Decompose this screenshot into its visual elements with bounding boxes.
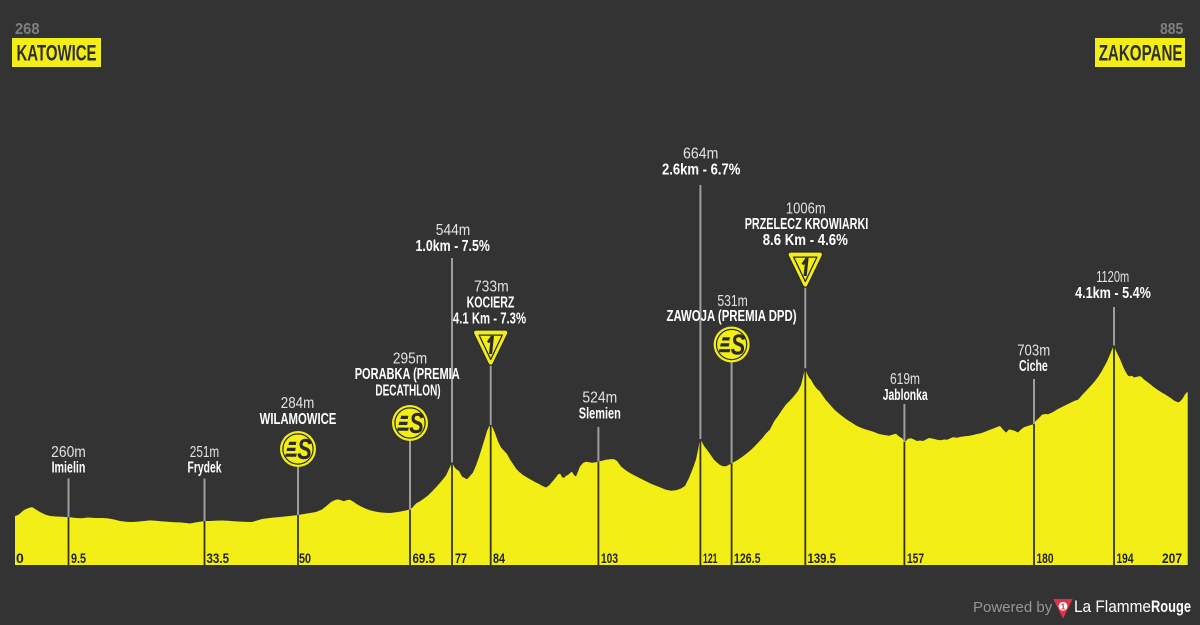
svg-text:2.6km - 6.7%: 2.6km - 6.7% <box>662 162 741 179</box>
svg-text:Slemien: Slemien <box>579 406 621 423</box>
svg-text:885: 885 <box>1160 21 1183 38</box>
svg-text:194: 194 <box>1117 550 1134 566</box>
svg-text:121: 121 <box>703 550 718 566</box>
svg-text:9.5: 9.5 <box>71 550 86 566</box>
svg-text:139.5: 139.5 <box>808 550 837 566</box>
svg-text:260m: 260m <box>51 444 86 461</box>
svg-text:4.1km - 5.4%: 4.1km - 5.4% <box>1075 285 1151 302</box>
svg-text:La Flamme: La Flamme <box>1074 598 1151 616</box>
svg-text:1: 1 <box>1061 601 1066 611</box>
svg-text:531m: 531m <box>717 293 748 310</box>
svg-text:126.5: 126.5 <box>734 550 761 566</box>
svg-text:WILAMOWICE: WILAMOWICE <box>260 411 337 428</box>
svg-text:Jablonka: Jablonka <box>883 387 928 404</box>
svg-text:8.6 Km - 4.6%: 8.6 Km - 4.6% <box>763 232 848 249</box>
svg-text:103: 103 <box>601 550 618 566</box>
svg-text:544m: 544m <box>436 222 470 239</box>
svg-text:284m: 284m <box>281 395 315 412</box>
svg-text:180: 180 <box>1037 550 1054 566</box>
svg-text:ZAWOJA (PREMIA DPD): ZAWOJA (PREMIA DPD) <box>667 308 797 325</box>
svg-text:207: 207 <box>1162 550 1182 566</box>
svg-text:Ciche: Ciche <box>1019 358 1048 375</box>
svg-text:703m: 703m <box>1017 343 1050 360</box>
svg-text:50: 50 <box>299 550 311 566</box>
svg-text:PRZELECZ KROWIARKI: PRZELECZ KROWIARKI <box>745 216 869 233</box>
svg-text:PORABKA (PREMIA: PORABKA (PREMIA <box>355 366 460 383</box>
svg-text:664m: 664m <box>683 145 718 162</box>
svg-text:84: 84 <box>493 550 505 566</box>
svg-text:Imielin: Imielin <box>52 460 86 477</box>
svg-text:KOCIERZ: KOCIERZ <box>467 295 515 312</box>
svg-text:33.5: 33.5 <box>207 550 230 566</box>
svg-text:Rouge: Rouge <box>1151 598 1191 616</box>
svg-text:524m: 524m <box>582 389 617 406</box>
svg-text:1120m: 1120m <box>1096 269 1129 286</box>
svg-text:Powered by: Powered by <box>973 599 1053 616</box>
svg-text:4.1 Km - 7.3%: 4.1 Km - 7.3% <box>453 311 526 328</box>
svg-text:619m: 619m <box>890 371 920 388</box>
svg-text:77: 77 <box>455 550 467 566</box>
svg-text:1.0km - 7.5%: 1.0km - 7.5% <box>416 238 490 255</box>
svg-text:268: 268 <box>15 21 40 38</box>
svg-text:S: S <box>297 434 312 466</box>
svg-text:295m: 295m <box>393 351 427 368</box>
svg-text:DECATHLON): DECATHLON) <box>375 383 440 400</box>
svg-text:1006m: 1006m <box>786 201 826 218</box>
svg-text:ZAKOPANE: ZAKOPANE <box>1099 41 1183 66</box>
svg-text:0: 0 <box>16 550 24 566</box>
svg-text:Frydek: Frydek <box>188 460 222 477</box>
svg-text:733m: 733m <box>474 279 509 296</box>
svg-text:157: 157 <box>907 550 924 566</box>
svg-text:KATOWICE: KATOWICE <box>17 41 97 66</box>
svg-text:69.5: 69.5 <box>413 550 436 566</box>
svg-text:251m: 251m <box>190 444 219 461</box>
